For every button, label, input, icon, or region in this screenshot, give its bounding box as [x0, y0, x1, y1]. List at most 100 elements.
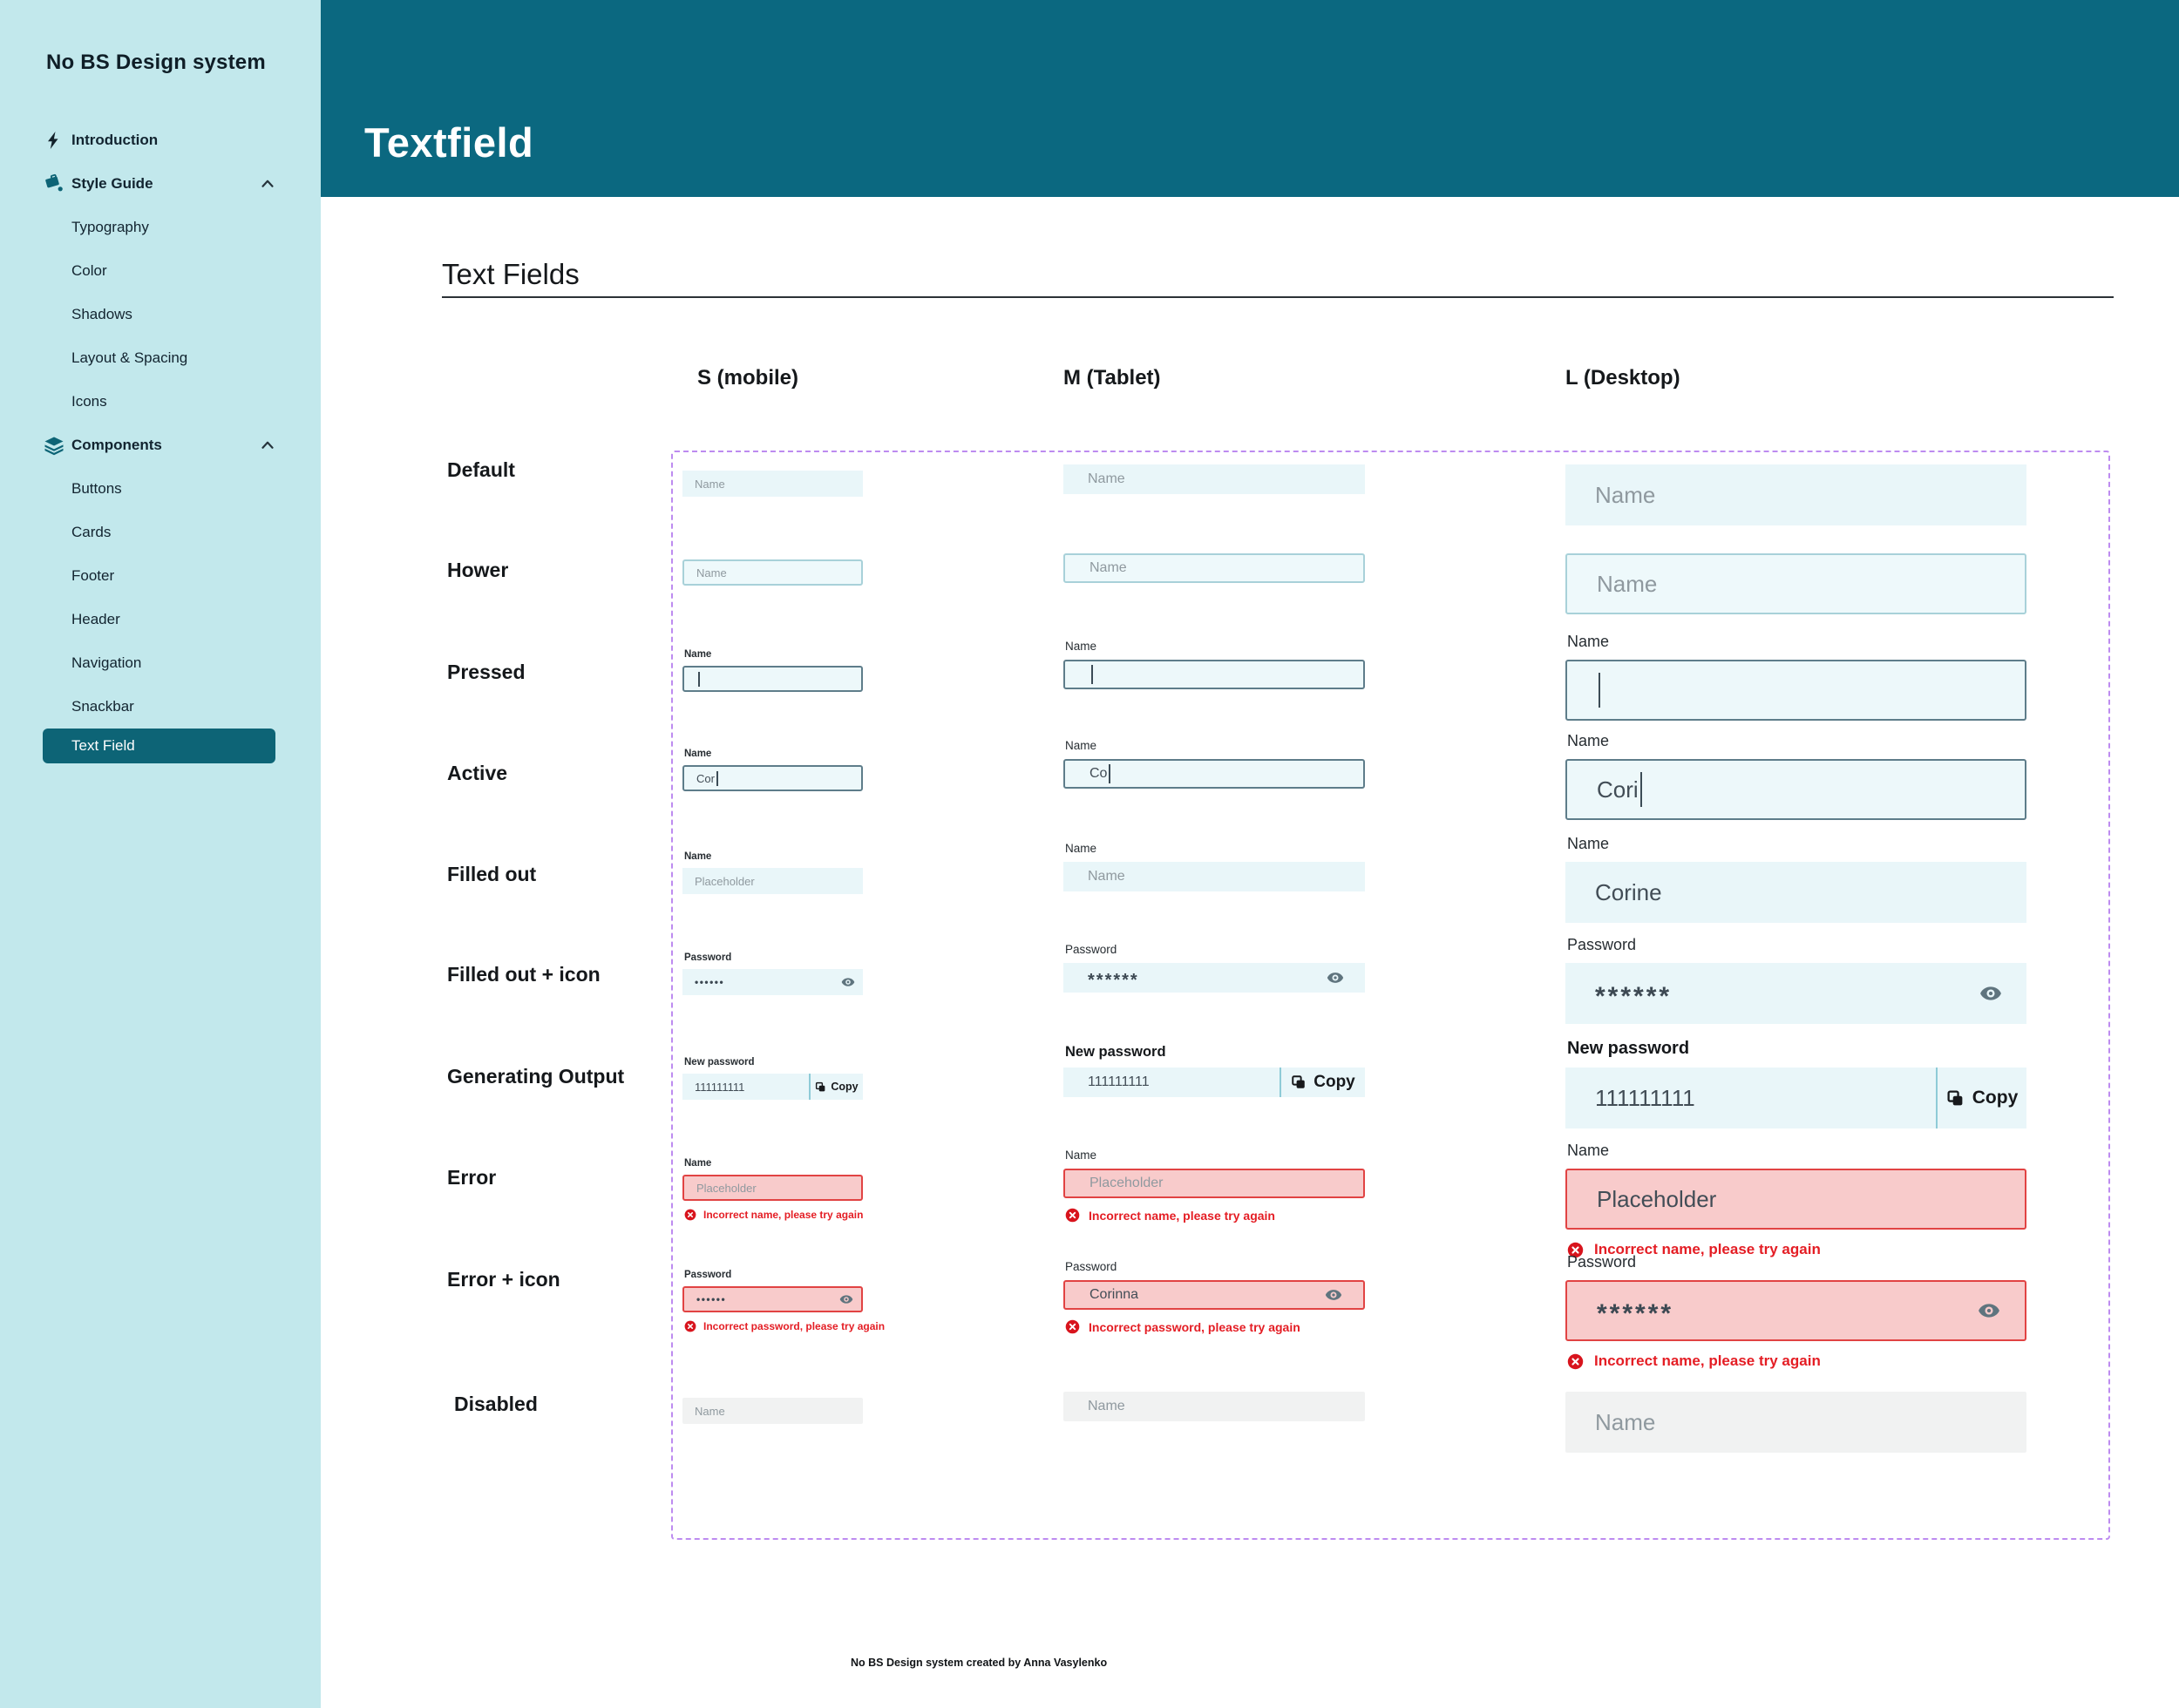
sidebar-item-text-field[interactable]: Text Field	[43, 729, 275, 763]
error-text: Incorrect name, please try again	[1089, 1208, 1275, 1223]
layers-icon	[44, 435, 64, 456]
sidebar-item-header[interactable]: Header	[0, 598, 321, 641]
sidebar-item-style-guide[interactable]: Style Guide	[0, 162, 321, 206]
field-value: Name	[1595, 1408, 1656, 1435]
sidebar-item-layout-spacing[interactable]: Layout & Spacing	[0, 336, 321, 380]
eye-icon[interactable]	[1978, 1299, 2000, 1322]
generating-output-l-input[interactable]: 111111111 Copy	[1565, 1068, 2026, 1128]
field-label: Name	[684, 851, 712, 862]
field-value: ******	[1595, 982, 1673, 1011]
cell-hower-m: Name	[1063, 553, 1365, 583]
field-value: 111111111	[1595, 1084, 1695, 1111]
filled-out-icon-l-input[interactable]: ******	[1565, 963, 2026, 1024]
error-icon	[684, 1209, 696, 1221]
error-m-input[interactable]: Placeholder	[1063, 1169, 1365, 1198]
filled-out-icon-m-input[interactable]: ******	[1063, 963, 1365, 993]
field-label: Name	[1567, 633, 1610, 650]
sidebar-item-icons[interactable]: Icons	[0, 380, 321, 424]
copy-button[interactable]: Copy	[1280, 1068, 1365, 1097]
sidebar-item-label: Introduction	[71, 132, 159, 148]
copy-button[interactable]: Copy	[809, 1074, 863, 1100]
hower-m-input[interactable]: Name	[1063, 553, 1365, 583]
cell-error-icon-m: Password Corinna Incorrect password, pleas…	[1063, 1260, 1365, 1334]
sidebar-item-typography[interactable]: Typography	[0, 206, 321, 249]
sidebar-item-label: Style Guide	[71, 175, 153, 192]
cell-generating-output-s: New password 111111111 Copy	[682, 1057, 863, 1100]
sidebar-item-color[interactable]: Color	[0, 249, 321, 293]
eye-icon[interactable]	[1979, 982, 2002, 1005]
default-m-input[interactable]: Name	[1063, 464, 1365, 494]
active-l-input[interactable]: Cori	[1565, 759, 2026, 820]
pressed-m-input[interactable]	[1063, 660, 1365, 689]
field-label: Name	[1567, 1142, 1610, 1159]
sidebar-item-buttons[interactable]: Buttons	[0, 467, 321, 511]
field-value: ••••••	[695, 976, 725, 988]
error-text: Incorrect name, please try again	[1594, 1352, 1821, 1369]
sidebar-item-footer[interactable]: Footer	[0, 554, 321, 598]
filled-out-s-input[interactable]: Placeholder	[682, 868, 863, 894]
cell-generating-output-m: New password 111111111 Copy	[1063, 1044, 1365, 1097]
active-m-input[interactable]: Co	[1063, 759, 1365, 789]
field-label: Name	[1567, 732, 1610, 749]
field-label: Name	[1567, 835, 1610, 852]
cell-active-l: Name Cori	[1565, 732, 2026, 820]
field-label: Password	[1065, 943, 1117, 956]
cell-disabled-s: Name	[682, 1398, 863, 1424]
bolt-icon	[44, 130, 64, 151]
app-title: No BS Design system	[46, 51, 266, 74]
eye-icon[interactable]	[839, 1292, 853, 1306]
field-label: New password	[1065, 1044, 1166, 1060]
error-s-input[interactable]: Placeholder	[682, 1175, 863, 1201]
eye-icon[interactable]	[1325, 1286, 1342, 1304]
hower-l-input[interactable]: Name	[1565, 553, 2026, 614]
active-s-input[interactable]: Cor	[682, 765, 863, 791]
field-value: Placeholder	[1090, 1176, 1164, 1190]
sidebar-item-introduction[interactable]: Introduction	[0, 119, 321, 162]
filled-out-l-input[interactable]: Corine	[1565, 862, 2026, 923]
error-icon	[1065, 1208, 1080, 1223]
sidebar-item-label: Color	[71, 262, 107, 279]
chevron-up-icon[interactable]	[258, 436, 277, 455]
copy-icon	[1291, 1074, 1307, 1090]
sidebar-item-label: Text Field	[71, 737, 135, 754]
error-icon-s-input[interactable]: ••••••	[682, 1286, 863, 1312]
pressed-l-input[interactable]	[1565, 660, 2026, 721]
filled-out-icon-s-input[interactable]: ••••••	[682, 969, 863, 995]
cell-pressed-m: Name	[1063, 640, 1365, 689]
sidebar-item-snackbar[interactable]: Snackbar	[0, 685, 321, 729]
error-icon-m-input[interactable]: Corinna	[1063, 1280, 1365, 1310]
sidebar-item-label: Header	[71, 611, 120, 627]
cell-filled-out-m: Name Name	[1063, 842, 1365, 891]
sidebar-item-label: Typography	[71, 219, 149, 235]
error-icon-l-input[interactable]: ******	[1565, 1280, 2026, 1341]
copy-icon	[1946, 1089, 1965, 1108]
field-value: Name	[1595, 481, 1656, 508]
error-icon	[1567, 1242, 1584, 1258]
error-text: Incorrect password, please try again	[1089, 1319, 1300, 1334]
sidebar-item-shadows[interactable]: Shadows	[0, 293, 321, 336]
text-cursor	[716, 770, 718, 786]
default-s-input[interactable]: Name	[682, 471, 863, 497]
generating-output-m-input[interactable]: 111111111 Copy	[1063, 1068, 1365, 1097]
error-l-input[interactable]: Placeholder	[1565, 1169, 2026, 1230]
hower-s-input[interactable]: Name	[682, 559, 863, 586]
error-icon	[684, 1320, 696, 1332]
copy-button[interactable]: Copy	[1936, 1068, 2026, 1128]
sidebar-item-label: Cards	[71, 524, 112, 540]
cell-filled-out-s: Name Placeholder	[682, 851, 863, 894]
cell-disabled-m: Name	[1063, 1392, 1365, 1421]
pressed-s-input[interactable]	[682, 666, 863, 692]
eye-icon[interactable]	[1327, 969, 1344, 986]
filled-out-m-input[interactable]: Name	[1063, 862, 1365, 891]
field-value: Name	[696, 566, 727, 580]
default-l-input[interactable]: Name	[1565, 464, 2026, 525]
eye-icon[interactable]	[841, 975, 855, 989]
column-header-s-mobile: S (mobile)	[697, 366, 799, 390]
cell-pressed-s: Name	[682, 649, 863, 692]
sidebar-item-navigation[interactable]: Navigation	[0, 641, 321, 685]
sidebar-item-cards[interactable]: Cards	[0, 511, 321, 554]
sidebar: No BS Design system Introduction Style Gu…	[0, 0, 321, 1708]
sidebar-item-components[interactable]: Components	[0, 424, 321, 467]
chevron-up-icon[interactable]	[258, 174, 277, 193]
generating-output-s-input[interactable]: 111111111 Copy	[682, 1074, 863, 1100]
